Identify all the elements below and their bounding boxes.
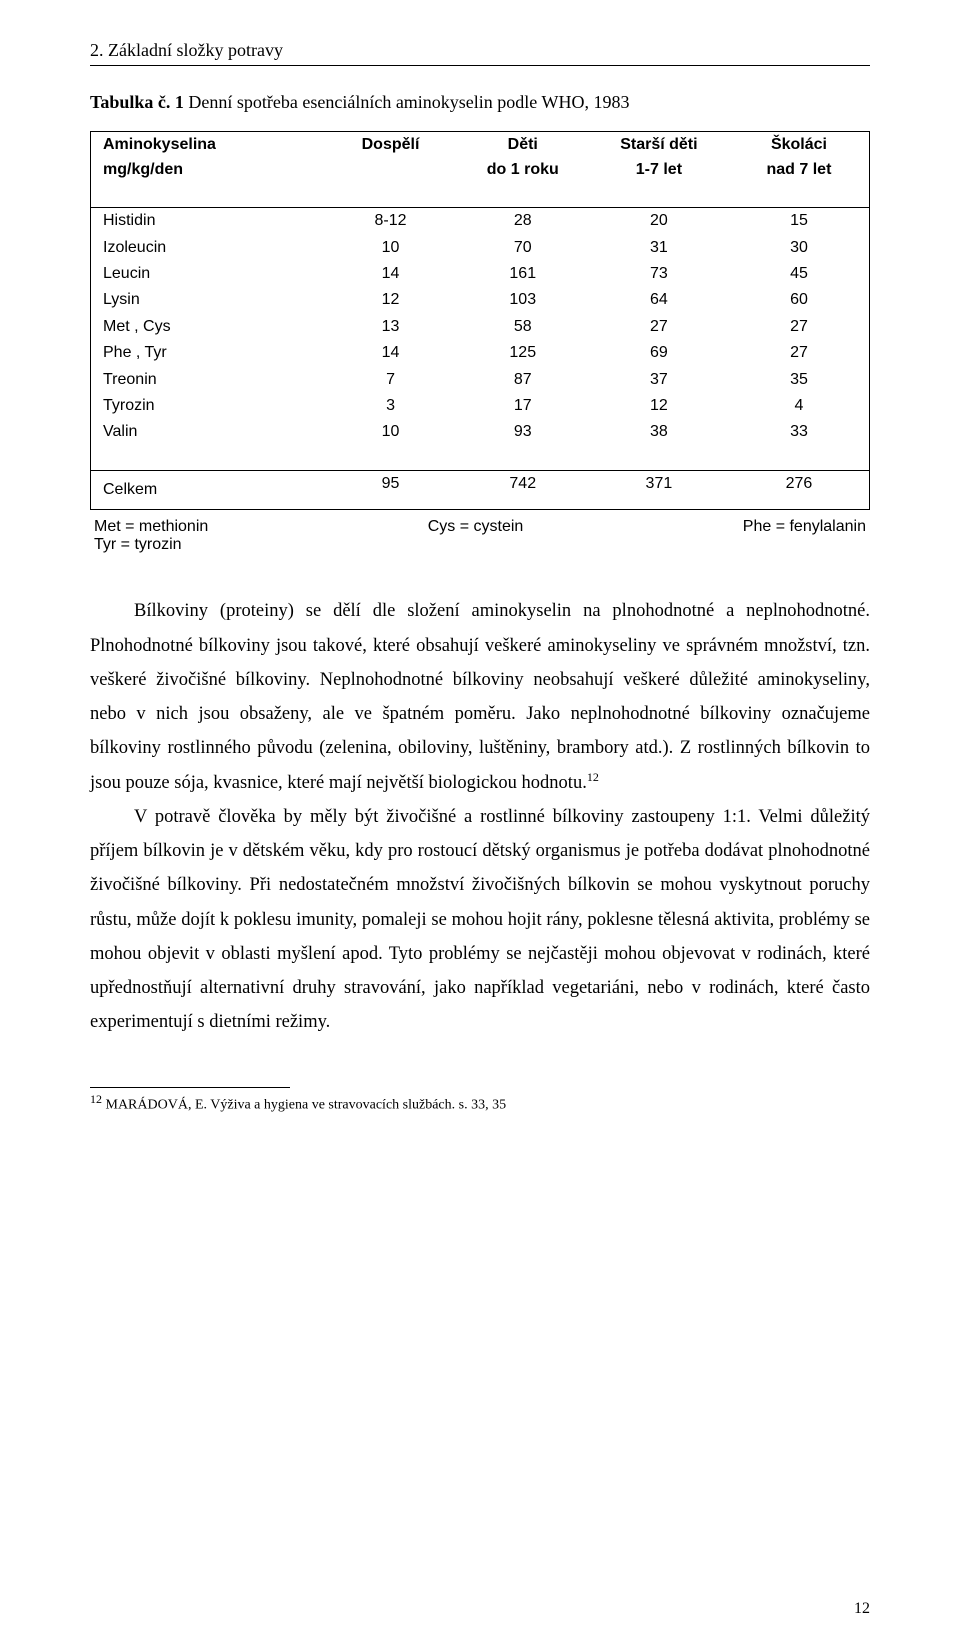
cell: 73: [589, 261, 729, 287]
cell: 58: [457, 314, 589, 340]
cell: Met , Cys: [91, 314, 324, 340]
table-caption-rest: Denní spotřeba esenciálních aminokyselin…: [184, 92, 630, 112]
table-row: Izoleucin 10 70 31 30: [91, 235, 869, 261]
cell-total-label: Celkem: [91, 471, 324, 510]
cell: 69: [589, 340, 729, 366]
cell: 10: [324, 419, 456, 445]
cell: 276: [729, 471, 869, 510]
legend-phe: Phe = fenylalanin: [743, 518, 866, 554]
table-row: Leucin 14 161 73 45: [91, 261, 869, 287]
cell: 33: [729, 419, 869, 445]
cell: 20: [589, 208, 729, 235]
footnote: 12 MARÁDOVÁ, E. Výživa a hygiena ve stra…: [90, 1092, 870, 1115]
table-row: Lysin 12 103 64 60: [91, 287, 869, 313]
paragraph-1: Bílkoviny (proteiny) se dělí dle složení…: [90, 594, 870, 799]
cell: 742: [457, 471, 589, 510]
hdr-nad-7-let: nad 7 let: [729, 158, 869, 182]
cell: 15: [729, 208, 869, 235]
table-header-row-2: mg/kg/den do 1 roku 1-7 let nad 7 let: [91, 158, 869, 182]
table-row: Treonin 7 87 37 35: [91, 367, 869, 393]
table-header-row-1: Aminokyselina Dospělí Děti Starší děti Š…: [91, 132, 869, 158]
section-header: 2. Základní složky potravy: [90, 40, 870, 61]
para1-text: Bílkoviny (proteiny) se dělí dle složení…: [90, 601, 870, 792]
table-row: Tyrozin 3 17 12 4: [91, 393, 869, 419]
table-caption: Tabulka č. 1 Denní spotřeba esenciálních…: [90, 92, 870, 113]
hdr-blank: [324, 158, 456, 182]
cell: 38: [589, 419, 729, 445]
page-number: 12: [854, 1600, 870, 1618]
footnote-rule: [90, 1087, 290, 1088]
cell: Phe , Tyr: [91, 340, 324, 366]
cell: 161: [457, 261, 589, 287]
table-total-row: Celkem 95 742 371 276: [91, 471, 869, 510]
cell: 64: [589, 287, 729, 313]
cell: 12: [324, 287, 456, 313]
cell: 103: [457, 287, 589, 313]
legend-cys: Cys = cystein: [428, 518, 524, 554]
cell: Leucin: [91, 261, 324, 287]
table-caption-bold: Tabulka č. 1: [90, 92, 184, 112]
body-text: Bílkoviny (proteiny) se dělí dle složení…: [90, 594, 870, 1039]
cell: 125: [457, 340, 589, 366]
cell: Valin: [91, 419, 324, 445]
hdr-dospeli: Dospělí: [324, 132, 456, 158]
cell: 4: [729, 393, 869, 419]
cell: Treonin: [91, 367, 324, 393]
cell: 95: [324, 471, 456, 510]
cell: 60: [729, 287, 869, 313]
amino-acid-table: Aminokyselina Dospělí Děti Starší děti Š…: [90, 131, 870, 510]
cell: Tyrozin: [91, 393, 324, 419]
cell: Lysin: [91, 287, 324, 313]
cell: 93: [457, 419, 589, 445]
cell: 10: [324, 235, 456, 261]
cell: 7: [324, 367, 456, 393]
cell: 13: [324, 314, 456, 340]
section-rule: [90, 65, 870, 66]
cell: 371: [589, 471, 729, 510]
hdr-1-7-let: 1-7 let: [589, 158, 729, 182]
cell: 14: [324, 340, 456, 366]
hdr-unit: mg/kg/den: [91, 158, 324, 182]
amino-acid-table-inner: Aminokyselina Dospělí Děti Starší děti Š…: [91, 132, 869, 509]
cell: 45: [729, 261, 869, 287]
hdr-starsi-deti: Starší děti: [589, 132, 729, 158]
table-row: Valin 10 93 38 33: [91, 419, 869, 445]
legend-left: Met = methionin Tyr = tyrozin: [94, 518, 208, 554]
cell: 37: [589, 367, 729, 393]
legend-met: Met = methionin: [94, 518, 208, 536]
cell: 30: [729, 235, 869, 261]
cell: 27: [589, 314, 729, 340]
cell: 87: [457, 367, 589, 393]
spacer: [91, 446, 869, 471]
hdr-aminokyselina: Aminokyselina: [91, 132, 324, 158]
legend-tyr: Tyr = tyrozin: [94, 536, 208, 554]
cell: 28: [457, 208, 589, 235]
cell: 17: [457, 393, 589, 419]
cell: 27: [729, 340, 869, 366]
cell: 14: [324, 261, 456, 287]
spacer: [91, 183, 869, 208]
hdr-do-1-roku: do 1 roku: [457, 158, 589, 182]
hdr-skolaci: Školáci: [729, 132, 869, 158]
footnote-ref-12: 12: [587, 770, 599, 784]
cell: 27: [729, 314, 869, 340]
footnote-number: 12: [90, 1092, 102, 1106]
cell: 3: [324, 393, 456, 419]
table-row: Histidin 8-12 28 20 15: [91, 208, 869, 235]
cell: Izoleucin: [91, 235, 324, 261]
cell: Histidin: [91, 208, 324, 235]
cell: 70: [457, 235, 589, 261]
cell: 35: [729, 367, 869, 393]
cell: 12: [589, 393, 729, 419]
cell: 8-12: [324, 208, 456, 235]
table-row: Phe , Tyr 14 125 69 27: [91, 340, 869, 366]
table-row: Met , Cys 13 58 27 27: [91, 314, 869, 340]
footnote-text: MARÁDOVÁ, E. Výživa a hygiena ve stravov…: [102, 1098, 506, 1113]
paragraph-2: V potravě člověka by měly být živočišné …: [90, 800, 870, 1040]
cell: 31: [589, 235, 729, 261]
table-legend: Met = methionin Tyr = tyrozin Cys = cyst…: [90, 518, 870, 554]
hdr-deti: Děti: [457, 132, 589, 158]
